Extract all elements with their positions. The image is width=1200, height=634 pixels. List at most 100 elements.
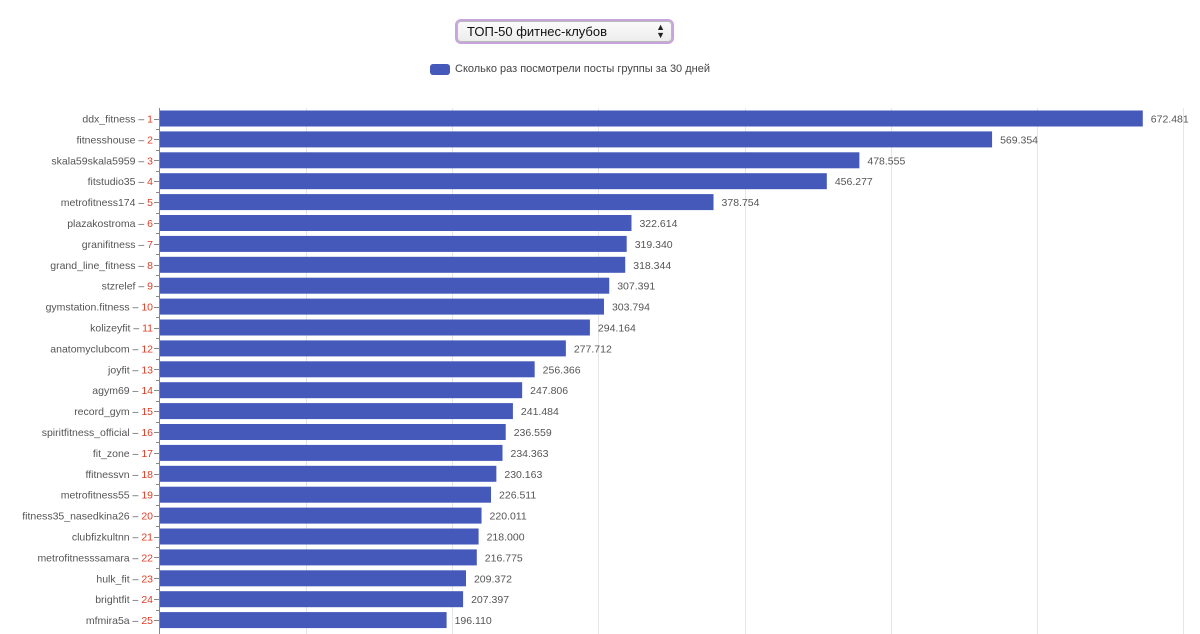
club-name: kolizeyfit – (90, 323, 142, 335)
y-tick-label: plazakostroma – 6 (67, 218, 153, 230)
value-label: 207.397 (471, 594, 509, 606)
club-name: fit_zone – (93, 448, 141, 460)
value-label: 456.277 (835, 176, 873, 188)
value-label: 196.110 (455, 615, 492, 627)
club-name: ddx_fitness – (82, 114, 147, 126)
club-rank: 11 (142, 323, 153, 335)
club-rank: 5 (147, 197, 153, 209)
club-rank: 6 (147, 218, 153, 230)
bar (160, 298, 604, 315)
y-tick-label: mfmira5a – 25 (86, 615, 153, 627)
select-arrows-icon: ▲ ▼ (656, 22, 665, 40)
bar (160, 528, 479, 545)
club-name: anatomyclubcom – (50, 343, 141, 355)
y-tick-label: stzrelef – 9 (102, 281, 154, 293)
bar (160, 486, 492, 503)
club-name: skala59skala5959 – (51, 155, 147, 167)
y-tick-label: fit_zone – 17 (93, 448, 153, 460)
club-rank: 25 (141, 615, 153, 627)
club-name: hulk_fit – (96, 573, 141, 585)
value-label: 234.363 (511, 448, 549, 460)
club-rank: 8 (147, 260, 153, 272)
bar (160, 361, 535, 378)
y-tick-label: joyfit – 13 (107, 364, 153, 376)
value-label: 230.163 (504, 469, 542, 481)
bar (160, 444, 503, 461)
club-name: spiritfitness_official – (42, 427, 142, 439)
value-label: 318.344 (633, 260, 671, 272)
y-tick-label: fitnesshouse – 2 (77, 134, 154, 146)
y-tick-label: metrofitness55 – 19 (61, 490, 153, 502)
value-label: 220.011 (490, 511, 527, 523)
bar (160, 152, 860, 169)
club-name: stzrelef – (102, 281, 148, 293)
bar (160, 131, 993, 148)
club-rank: 18 (141, 469, 153, 481)
club-rank: 12 (141, 343, 153, 355)
club-name: gymstation.fitness – (46, 302, 142, 314)
bar (160, 319, 590, 336)
club-rank: 4 (147, 176, 153, 188)
club-rank: 3 (147, 155, 153, 167)
club-rank: 19 (141, 490, 153, 502)
bar (160, 612, 447, 629)
club-rank: 15 (141, 406, 153, 418)
value-label: 209.372 (474, 573, 512, 585)
club-rank: 23 (141, 573, 153, 585)
club-rank: 22 (141, 552, 153, 564)
value-label: 241.484 (521, 406, 559, 418)
club-name: fitstudio35 – (88, 176, 148, 188)
club-rank: 10 (141, 302, 153, 314)
y-tick-label: brightfit – 24 (95, 594, 153, 606)
club-name: metrofitness55 – (61, 490, 142, 502)
club-rank: 7 (147, 239, 153, 251)
bar (160, 110, 1143, 127)
bar (160, 424, 506, 440)
club-name: record_gym – (74, 406, 141, 418)
y-tick-label: granifitness – 7 (82, 239, 153, 251)
club-list-select[interactable]: ТОП-50 фитнес-клубов ▲ ▼ (455, 19, 674, 44)
bar (160, 256, 626, 273)
y-tick-label: metrofitnesssamara – 22 (37, 552, 153, 564)
club-name: ffitnessvn – (85, 469, 141, 481)
club-name: grand_line_fitness – (50, 260, 147, 272)
legend-label: Сколько раз посмотрели посты группы за 3… (455, 63, 710, 75)
bar (160, 277, 610, 294)
y-tick-label: metrofitness174 – 5 (61, 197, 153, 209)
bar (160, 549, 477, 566)
select-value: ТОП-50 фитнес-клубов (467, 24, 608, 39)
value-label: 218.000 (487, 532, 525, 544)
y-tick-label: kolizeyfit – 11 (90, 323, 153, 335)
club-rank: 13 (141, 364, 153, 376)
club-name: fitnesshouse – (77, 134, 148, 146)
bar (160, 235, 627, 252)
value-label: 216.775 (485, 552, 523, 564)
bar (160, 570, 466, 587)
value-label: 672.481 (1151, 114, 1189, 126)
value-label: 478.555 (867, 155, 905, 167)
club-rank: 1 (147, 114, 153, 126)
y-tick-label: gymstation.fitness – 10 (46, 302, 154, 314)
y-tick-label: skala59skala5959 – 3 (51, 155, 153, 167)
club-name: agym69 – (92, 385, 141, 397)
value-label: 303.794 (612, 302, 650, 314)
y-tick-label: ffitnessvn – 18 (85, 469, 153, 481)
bar (160, 173, 827, 190)
club-rank: 2 (147, 134, 153, 146)
club-rank: 17 (141, 448, 153, 460)
chart-legend[interactable]: Сколько раз посмотрели посты группы за 3… (430, 62, 710, 76)
y-tick-label: anatomyclubcom – 12 (50, 343, 153, 355)
club-rank: 16 (141, 427, 153, 439)
y-tick-label: fitness35_nasedkina26 – 20 (22, 511, 153, 523)
value-label: 294.164 (598, 323, 636, 335)
y-tick-label: agym69 – 14 (92, 385, 153, 397)
club-name: metrofitnesssamara – (37, 552, 141, 564)
club-name: plazakostroma – (67, 218, 147, 230)
club-name: metrofitness174 – (61, 197, 147, 209)
y-tick-label: fitstudio35 – 4 (88, 176, 154, 188)
value-label: 247.806 (530, 385, 568, 397)
value-label: 319.340 (635, 239, 673, 251)
club-name: granifitness – (82, 239, 147, 251)
value-label: 256.366 (543, 364, 581, 376)
y-tick-label: grand_line_fitness – 8 (50, 260, 153, 272)
